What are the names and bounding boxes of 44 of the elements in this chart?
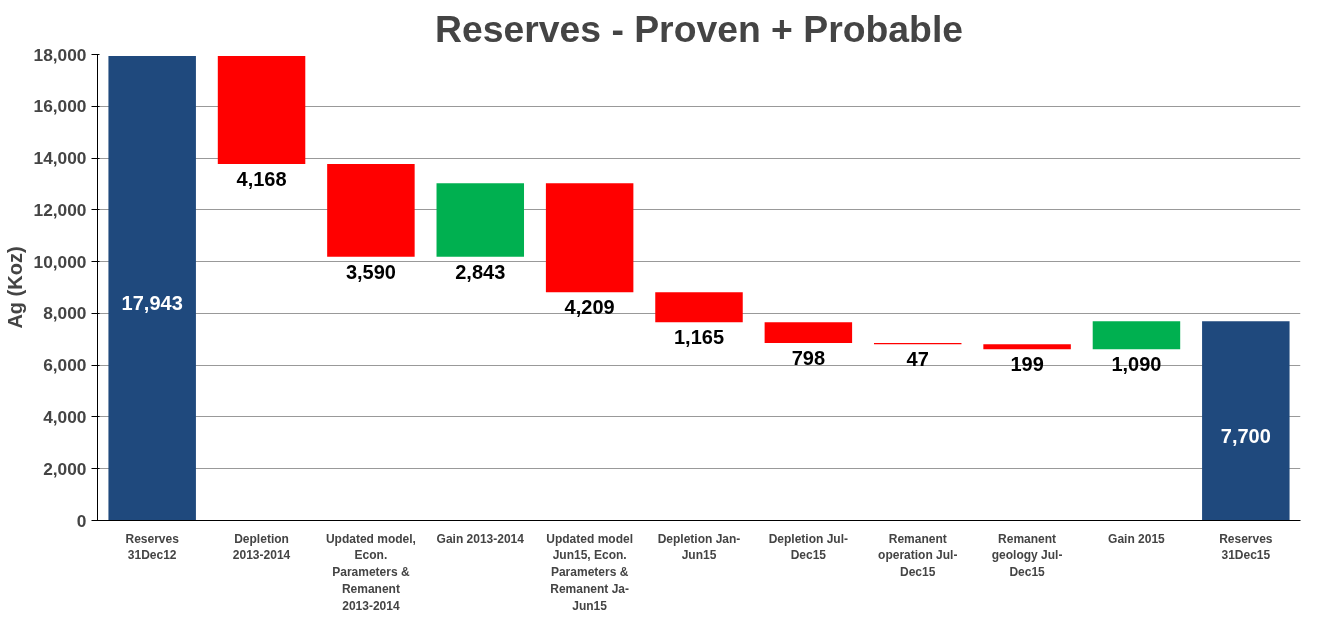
y-tick-label: 4,000 [43,406,87,427]
data-label: 1,090 [1111,353,1162,376]
bar [1202,321,1290,521]
x-tick-label: Depletion 2013-2014 [232,531,291,563]
bar [983,344,1071,350]
y-axis-title: Ag (Koz) [3,246,26,329]
x-tick-label: Depletion Jul-Dec15 [768,531,849,563]
x-tick-label: Reserves 31Dec12 [125,531,180,563]
bar [545,183,634,293]
data-label: 798 [791,347,826,370]
data-label: 7,700 [1220,424,1271,447]
x-tick-label: Updated model, Econ. Parameters & Remanent 2013-2014 [325,531,416,613]
x-tick-label: Gain 2015 [1108,531,1166,546]
y-tick-label: 12,000 [33,199,87,220]
data-label: 1,165 [673,326,725,349]
x-tick-label: Gain 2013-2014 [436,531,525,546]
data-label: 4,209 [564,296,615,319]
data-label: 47 [906,348,929,371]
data-label: 2,843 [455,260,506,283]
x-tick-label: Updated model Jun15, Econ. Parameters & Remanent Ja-Jun15 [546,531,633,613]
x-tick-label: Depletion Jan-Jun15 [657,531,741,563]
y-tick-label: 10,000 [33,251,87,272]
bar [217,55,306,164]
bar [108,55,196,521]
y-tick-label: 8,000 [43,303,87,324]
data-label: 4,168 [236,167,287,190]
data-label: 199 [1010,353,1044,376]
y-tick-label: 6,000 [43,355,87,376]
x-tick-label: Reserves 31Dec15 [1219,531,1273,563]
chart-title: Reserves - Proven + Probable [434,7,964,50]
y-tick-label: 14,000 [33,148,87,169]
data-label: 3,590 [345,260,396,283]
x-tick-label: Remanent geology Jul-Dec15 [991,531,1063,580]
bar [764,322,853,344]
bar [436,183,525,257]
bar [655,292,743,323]
data-label: 17,943 [121,292,183,315]
y-tick-label: 0 [76,510,87,531]
bar [1092,321,1181,350]
bar [327,163,415,257]
x-tick-label: Remanent operation Jul-Dec15 [878,531,958,580]
y-tick-label: 18,000 [33,44,87,65]
y-tick-label: 2,000 [43,458,87,479]
y-tick-label: 16,000 [33,96,87,117]
